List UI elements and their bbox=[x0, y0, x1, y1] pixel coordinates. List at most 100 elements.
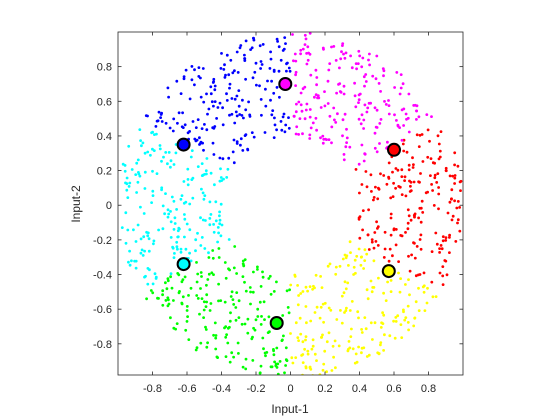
x-axis-label: Input-1 bbox=[271, 402, 309, 416]
data-point bbox=[219, 202, 223, 206]
data-point bbox=[388, 334, 392, 338]
data-point bbox=[172, 256, 176, 259]
data-point bbox=[339, 57, 343, 61]
data-point bbox=[362, 267, 365, 270]
data-point bbox=[318, 316, 322, 320]
data-point bbox=[271, 109, 275, 112]
data-point bbox=[287, 311, 291, 315]
data-point bbox=[405, 117, 408, 121]
data-point bbox=[270, 113, 274, 117]
data-point bbox=[243, 258, 247, 261]
data-point bbox=[277, 45, 281, 49]
data-point bbox=[373, 106, 377, 110]
data-point bbox=[299, 332, 303, 336]
data-point bbox=[392, 319, 395, 323]
data-point bbox=[214, 347, 218, 351]
data-point bbox=[397, 185, 401, 188]
data-point bbox=[372, 259, 376, 263]
data-point bbox=[262, 347, 265, 351]
data-point bbox=[359, 255, 363, 259]
data-point bbox=[408, 269, 412, 273]
data-point bbox=[402, 138, 406, 142]
data-point bbox=[334, 59, 338, 62]
data-point bbox=[297, 339, 300, 342]
data-point bbox=[211, 249, 215, 252]
data-point bbox=[294, 356, 298, 359]
data-point bbox=[292, 59, 295, 63]
data-point bbox=[406, 304, 410, 308]
data-point bbox=[151, 282, 155, 286]
data-point bbox=[365, 252, 369, 256]
data-point bbox=[250, 337, 254, 341]
data-point bbox=[237, 89, 241, 92]
data-point bbox=[186, 315, 190, 318]
data-point bbox=[143, 187, 147, 190]
data-point bbox=[212, 153, 216, 156]
data-point bbox=[221, 123, 225, 127]
data-point bbox=[278, 95, 281, 99]
data-point bbox=[161, 303, 165, 307]
data-point bbox=[417, 286, 420, 290]
data-point bbox=[294, 132, 298, 136]
data-point bbox=[291, 361, 295, 365]
data-point bbox=[186, 167, 190, 171]
data-point bbox=[415, 245, 419, 248]
data-point bbox=[450, 218, 454, 222]
data-point bbox=[306, 58, 310, 62]
data-point bbox=[435, 181, 439, 184]
data-point bbox=[399, 277, 402, 280]
data-point bbox=[417, 115, 421, 119]
data-point bbox=[124, 181, 127, 185]
data-point bbox=[199, 140, 203, 144]
data-point bbox=[232, 138, 236, 142]
data-point bbox=[139, 251, 143, 255]
data-point bbox=[198, 143, 201, 146]
data-point bbox=[394, 228, 398, 231]
data-point bbox=[215, 117, 219, 120]
data-point bbox=[304, 305, 308, 308]
data-point bbox=[214, 336, 218, 340]
data-point bbox=[412, 324, 416, 328]
data-point bbox=[149, 289, 153, 292]
data-point bbox=[166, 162, 169, 166]
data-point bbox=[328, 114, 332, 118]
data-point bbox=[264, 87, 267, 91]
data-point bbox=[320, 336, 323, 339]
data-point bbox=[373, 231, 377, 234]
data-point bbox=[266, 79, 269, 83]
data-point bbox=[349, 335, 353, 338]
data-point bbox=[326, 102, 330, 105]
data-point bbox=[435, 242, 439, 246]
data-point bbox=[234, 318, 238, 322]
data-point bbox=[433, 173, 437, 177]
data-point bbox=[246, 331, 250, 335]
data-point bbox=[395, 71, 399, 74]
data-point bbox=[170, 286, 174, 290]
data-point bbox=[374, 125, 378, 129]
data-point bbox=[156, 119, 160, 123]
data-point bbox=[365, 185, 369, 189]
data-point bbox=[201, 67, 205, 70]
data-point bbox=[185, 222, 189, 226]
data-point bbox=[430, 280, 434, 284]
data-point bbox=[440, 247, 444, 251]
data-point bbox=[380, 321, 383, 325]
data-point bbox=[279, 58, 283, 62]
data-point bbox=[232, 355, 236, 359]
data-point bbox=[203, 194, 207, 198]
data-point bbox=[149, 153, 152, 157]
data-point bbox=[351, 347, 355, 351]
data-point bbox=[413, 256, 417, 260]
data-point bbox=[175, 322, 179, 325]
data-point bbox=[164, 281, 167, 285]
data-point bbox=[370, 190, 373, 193]
data-point bbox=[200, 236, 204, 239]
data-point bbox=[127, 185, 131, 188]
data-point bbox=[135, 191, 139, 194]
data-point bbox=[155, 172, 159, 176]
data-point bbox=[240, 114, 244, 117]
data-point bbox=[166, 86, 170, 90]
data-point bbox=[260, 113, 263, 117]
data-point bbox=[420, 199, 424, 203]
data-point bbox=[183, 213, 186, 216]
